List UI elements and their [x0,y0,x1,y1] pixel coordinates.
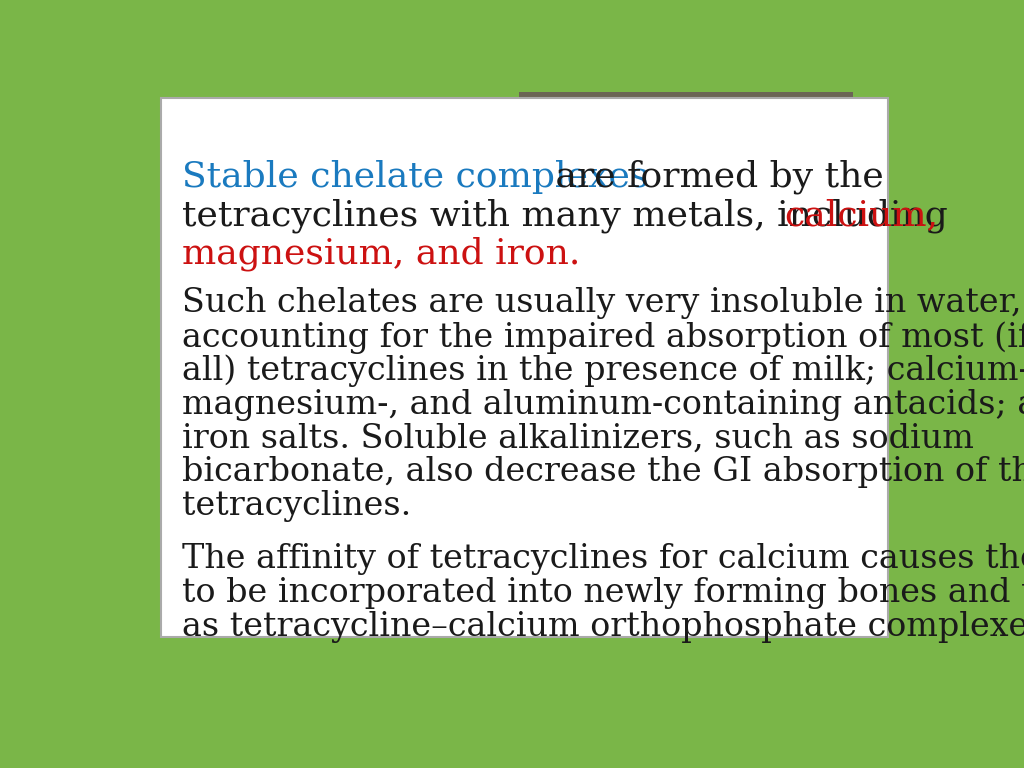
FancyBboxPatch shape [161,98,888,637]
Text: as tetracycline–calcium orthophosphate complexes: as tetracycline–calcium orthophosphate c… [182,611,1024,643]
Text: tetracyclines.: tetracyclines. [182,490,412,522]
Text: tetracyclines with many metals, including: tetracyclines with many metals, includin… [182,198,959,233]
Text: to be incorporated into newly forming bones and teeth: to be incorporated into newly forming bo… [182,578,1024,609]
Text: Stable chelate complexes: Stable chelate complexes [182,160,648,194]
Text: The affinity of tetracyclines for calcium causes them: The affinity of tetracyclines for calciu… [182,544,1024,575]
Text: bicarbonate, also decrease the GI absorption of the: bicarbonate, also decrease the GI absorp… [182,456,1024,488]
Text: magnesium, and iron.: magnesium, and iron. [182,237,581,271]
Text: all) tetracyclines in the presence of milk; calcium-,: all) tetracyclines in the presence of mi… [182,355,1024,387]
Text: Such chelates are usually very insoluble in water,: Such chelates are usually very insoluble… [182,287,1022,319]
Text: magnesium-, and aluminum-containing antacids; and: magnesium-, and aluminum-containing anta… [182,389,1024,421]
Text: are formed by the: are formed by the [544,160,884,194]
Text: calcium,: calcium, [784,198,939,233]
Text: iron salts. Soluble alkalinizers, such as sodium: iron salts. Soluble alkalinizers, such a… [182,422,974,455]
Bar [519,92,853,206]
Text: accounting for the impaired absorption of most (if not: accounting for the impaired absorption o… [182,321,1024,353]
